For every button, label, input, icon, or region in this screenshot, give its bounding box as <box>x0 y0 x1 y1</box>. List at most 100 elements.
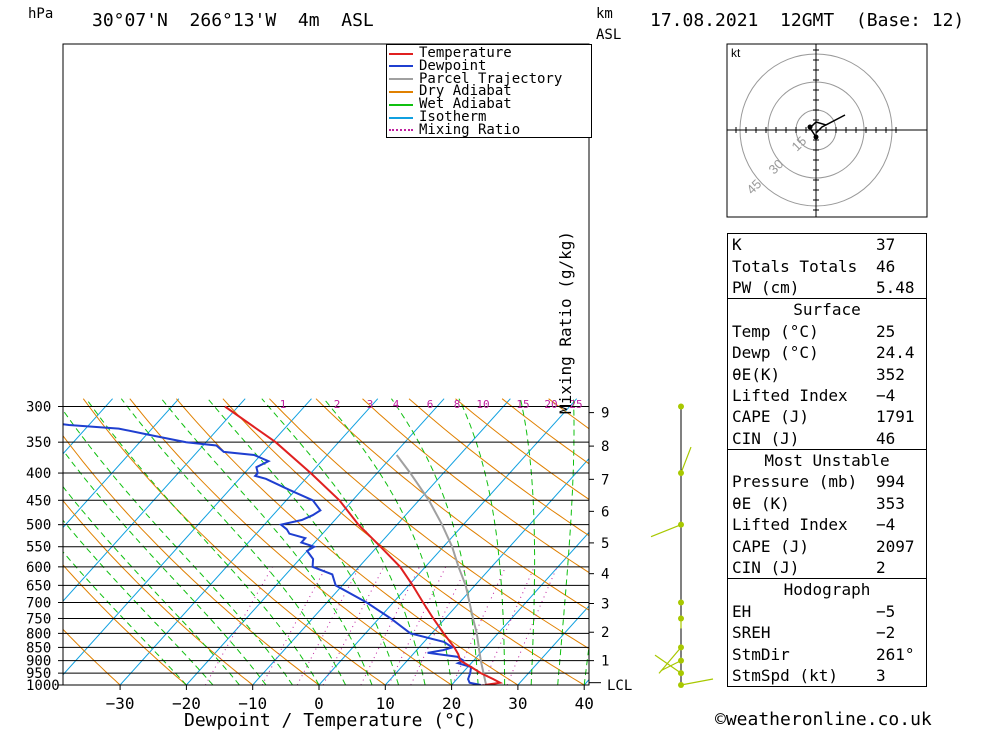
mixing-ratio-line <box>322 566 385 685</box>
indices-row: Temp (°C) 25 <box>728 321 927 342</box>
indices-row: Dewp (°C) 24.4 <box>728 342 927 363</box>
mixing-ratio-label: 3 <box>367 398 374 411</box>
temp-tick-label: −20 <box>172 694 201 713</box>
mixing-ratio-label: 4 <box>393 398 400 411</box>
index-value: 37 <box>876 235 896 255</box>
indices-row: StmSpd (kt) 3 <box>728 665 927 687</box>
legend-label: Temperature <box>419 45 512 61</box>
pressure-tick-label: 800 <box>26 626 51 642</box>
dry-adiabat-line <box>63 434 320 685</box>
km-unit-label: km <box>596 6 613 22</box>
km-tick-label: 8 <box>601 439 609 455</box>
indices-row: StmDir 261° <box>728 643 927 664</box>
mixing-ratio-label: 20 <box>544 398 557 411</box>
index-label: CIN (J) <box>732 558 800 578</box>
indices-surface-block: Surface Temp (°C) 25 Dewp (°C) 24.4 θE(K) 352 L… <box>727 298 927 450</box>
wet-adiabat-line <box>85 398 320 685</box>
index-label: Totals Totals <box>732 256 858 276</box>
temp-tick-label: 20 <box>442 694 461 713</box>
x-axis-label: Dewpoint / Temperature (°C) <box>184 710 477 731</box>
index-value: 2097 <box>876 536 915 556</box>
index-value: −2 <box>876 623 896 643</box>
indices-section-title: Hodograph <box>728 579 927 601</box>
index-label: SREH <box>732 623 771 643</box>
index-label: StmDir <box>732 644 790 664</box>
wet-adiabat-line <box>458 398 506 685</box>
wet-adiabat-line <box>207 398 400 685</box>
legend-swatch <box>389 90 413 93</box>
wet-adiabat-line <box>63 409 293 685</box>
dewpoint-line <box>63 423 482 685</box>
legend-item: Dry Adiabat <box>389 84 512 98</box>
legend-item: Parcel Trajectory <box>389 72 562 86</box>
indices-most-unstable-block: Most Unstable Pressure (mb) 994 θE (K) 353 Li… <box>727 449 927 579</box>
indices-row: CIN (J) 2 <box>728 557 927 579</box>
index-value: 5.48 <box>876 277 915 297</box>
pressure-tick-label: 300 <box>26 400 51 416</box>
isotherm-line <box>63 398 246 602</box>
wet-adiabat-line <box>120 398 346 685</box>
credit: ©weatheronline.co.uk <box>715 709 932 730</box>
indices-table: K 37 Totals Totals 46 PW (cm) 5.48 Surface Tem… <box>727 233 927 687</box>
index-value: 24.4 <box>876 343 915 363</box>
wet-adiabat-line <box>390 398 479 685</box>
legend-label: Wet Adiabat <box>419 96 512 113</box>
index-label: Pressure (mb) <box>732 472 858 492</box>
wet-adiabat-line <box>557 398 575 685</box>
km-tick-label: 3 <box>601 596 609 612</box>
indices-section-label: Hodograph <box>783 580 871 600</box>
dry-adiabat-line <box>63 499 254 685</box>
wet-adiabat-line <box>323 398 453 685</box>
index-label: Temp (°C) <box>732 321 819 341</box>
dry-adiabat-line <box>455 398 589 501</box>
asl-unit-label: ASL <box>596 27 622 43</box>
index-label: StmSpd (kt) <box>732 666 838 685</box>
indices-row: θE (K) 353 <box>728 493 927 514</box>
mixing-ratio-line <box>261 566 327 685</box>
index-value: 46 <box>876 428 896 448</box>
mixing-ratio-line <box>451 566 507 685</box>
pressure-tick-label: 950 <box>26 666 51 682</box>
index-value: 2 <box>876 558 886 578</box>
indices-row: CAPE (J) 2097 <box>728 535 927 556</box>
location-title: 30°07'N 266°13'W 4m ASL <box>92 10 374 31</box>
lcl-label: LCL <box>607 678 633 694</box>
isotherm-line <box>63 398 180 529</box>
km-tick-label: 6 <box>601 504 609 520</box>
wet-adiabat-line <box>261 398 426 685</box>
plot-frame <box>62 43 590 686</box>
dry-adiabat-line <box>408 398 589 537</box>
mixing-ratio-label: 1 <box>280 398 287 411</box>
mixing-ratio-label: 2 <box>334 398 341 411</box>
mixing-ratio-label: 25 <box>569 398 582 411</box>
dry-adiabat-line <box>269 398 589 650</box>
index-label: K <box>732 235 742 255</box>
pressure-tick-label: 1000 <box>26 678 60 694</box>
index-value: 261° <box>876 644 915 664</box>
indices-section-title: Surface <box>728 299 927 321</box>
index-value: 25 <box>876 321 896 341</box>
temp-tick-label: −10 <box>238 694 267 713</box>
pressure-tick-label: 650 <box>26 578 51 594</box>
temp-tick-label: 30 <box>508 694 527 713</box>
wet-adiabat-line <box>63 551 187 685</box>
index-value: 3 <box>876 666 886 685</box>
legend-swatch <box>389 52 413 55</box>
dry-adiabat-line <box>315 398 589 611</box>
index-value: −4 <box>876 515 896 535</box>
indices-section-label: Most Unstable <box>764 451 890 471</box>
index-label: Dewp (°C) <box>732 343 819 363</box>
indices-row: θE(K) 352 <box>728 363 927 384</box>
dry-adiabat-line <box>362 398 589 574</box>
indices-row: SREH −2 <box>728 622 927 643</box>
legend-swatch <box>389 129 413 132</box>
pressure-tick-label: 700 <box>26 595 51 611</box>
temp-tick-label: −30 <box>106 694 135 713</box>
indices-row: Totals Totals 46 <box>728 255 927 276</box>
temp-tick-label: 0 <box>314 694 324 713</box>
pressure-tick-label: 850 <box>26 640 51 656</box>
temp-tick-label: 40 <box>575 694 594 713</box>
parcel-trajectory-line <box>395 454 488 685</box>
index-label: Lifted Index <box>732 515 848 535</box>
